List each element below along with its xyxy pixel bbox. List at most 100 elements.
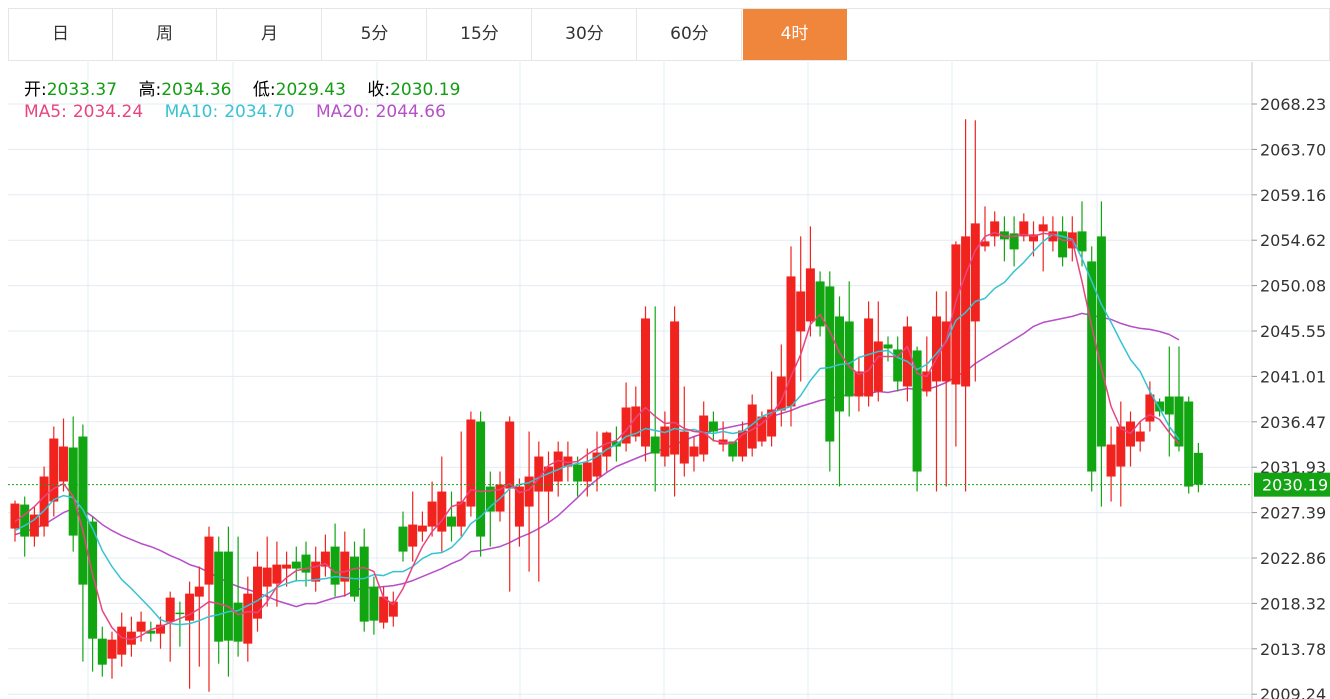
candle	[165, 591, 175, 662]
candle-body	[689, 446, 699, 457]
candle	[902, 316, 912, 402]
candle	[883, 336, 893, 362]
candle-body	[883, 344, 893, 349]
candle	[631, 386, 641, 442]
candle	[767, 371, 777, 447]
candle-body	[126, 631, 136, 645]
candle-body	[107, 639, 117, 659]
candle	[117, 612, 127, 667]
candle	[233, 536, 243, 657]
candle	[320, 534, 330, 577]
candle-body	[738, 430, 747, 457]
candle	[340, 531, 350, 597]
candle	[679, 386, 689, 477]
candle-body	[214, 551, 224, 642]
candle	[350, 541, 359, 602]
candle	[495, 471, 505, 522]
candle-body	[340, 551, 350, 582]
candles-layer	[10, 119, 1203, 692]
candle-body	[699, 415, 709, 455]
ma10-line	[14, 233, 1180, 626]
candle	[602, 431, 612, 472]
ma-readout: MA5: 2034.24 MA10: 2034.70 MA20: 2044.66	[24, 102, 462, 122]
candle-body	[844, 321, 854, 397]
candle-body	[1038, 224, 1048, 232]
candle	[805, 226, 815, 337]
candle	[146, 621, 156, 642]
candle-body	[311, 561, 321, 582]
candle	[815, 271, 825, 337]
tab-month[interactable]: 月	[218, 9, 322, 60]
candle-body	[505, 421, 515, 489]
candle-body	[650, 436, 660, 454]
candle-body	[59, 446, 68, 482]
candle-body	[1096, 236, 1106, 447]
candle	[398, 511, 408, 562]
y-tick-label: 2036.47	[1260, 413, 1326, 432]
candle-body	[146, 630, 156, 634]
candle-body	[999, 231, 1009, 240]
candle-body	[437, 491, 447, 532]
candle	[447, 491, 456, 542]
candle	[514, 478, 524, 547]
candle-body	[1174, 396, 1184, 447]
candle	[835, 296, 844, 487]
candle	[456, 431, 466, 537]
tab-week[interactable]: 周	[113, 9, 217, 60]
ma20-label: MA20:	[315, 102, 370, 122]
candle	[1009, 216, 1019, 267]
candle-body	[873, 341, 883, 392]
tab-day[interactable]: 日	[9, 9, 113, 60]
candle	[136, 611, 146, 642]
high-label: 高:	[138, 80, 162, 100]
candle-body	[29, 514, 39, 537]
candle	[1019, 213, 1029, 242]
y-tick-label: 2031.93	[1260, 458, 1326, 477]
close-value: 2030.19	[390, 80, 461, 100]
candle-body	[1106, 444, 1116, 477]
candle-body	[466, 419, 476, 507]
candle-body	[88, 521, 98, 639]
candle-body	[1029, 234, 1038, 242]
last-price-label: 2030.19	[1262, 476, 1328, 495]
candle-body	[553, 451, 563, 482]
candle	[408, 491, 418, 562]
low-value: 2029.43	[275, 80, 346, 100]
candle	[253, 551, 262, 632]
candle-body	[262, 567, 272, 587]
candle	[786, 246, 796, 427]
candle-body	[980, 241, 990, 247]
chart-grid	[8, 62, 1252, 699]
candle	[592, 431, 602, 492]
candle-body	[175, 612, 185, 615]
open-value: 2033.37	[46, 80, 118, 100]
ma5-line	[14, 231, 1180, 641]
ma20-value: 2044.66	[375, 102, 446, 122]
candle	[194, 566, 204, 667]
candle-body	[767, 409, 777, 437]
last-price-badge	[1254, 472, 1330, 497]
tab-4hour[interactable]: 4时	[743, 9, 847, 60]
candle	[39, 466, 49, 537]
candle	[427, 481, 437, 537]
candle-body	[253, 566, 262, 619]
tab-60min[interactable]: 60分	[638, 9, 742, 60]
candle-body	[97, 638, 107, 665]
candle-body	[456, 501, 466, 527]
candle	[369, 576, 379, 635]
tab-5min[interactable]: 5分	[323, 9, 427, 60]
candle-body	[282, 564, 292, 569]
tab-30min[interactable]: 30分	[533, 9, 637, 60]
candle-body	[330, 546, 340, 585]
candle	[291, 546, 301, 582]
candle-body	[20, 504, 30, 537]
candle	[582, 448, 592, 497]
candle-body	[815, 281, 825, 327]
candle-body	[68, 447, 78, 536]
candle	[747, 394, 757, 457]
candle-body	[233, 602, 243, 642]
ma5-value: 2034.24	[72, 102, 144, 122]
tab-15min[interactable]: 15分	[428, 9, 532, 60]
candle	[204, 526, 214, 692]
candle	[912, 346, 922, 492]
